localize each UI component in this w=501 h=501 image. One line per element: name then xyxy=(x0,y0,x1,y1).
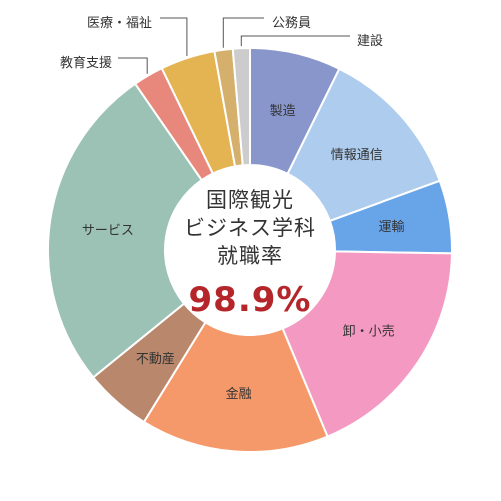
slices-layer xyxy=(47,46,453,453)
slice-label-6: サービス xyxy=(82,224,134,239)
slice-3 xyxy=(281,250,453,438)
leader-line-10 xyxy=(240,35,350,47)
slice-label-1: 情報通信 xyxy=(331,148,383,163)
slice-6 xyxy=(47,82,204,379)
slice-4 xyxy=(142,320,329,453)
center-title-line-2: ビジネス学科 xyxy=(184,216,316,240)
slice-label-3: 卸・小売 xyxy=(343,324,395,340)
employment-rate-value: 98.9% xyxy=(189,280,312,320)
slice-10 xyxy=(231,46,251,167)
slice-label-10: 建設 xyxy=(357,33,383,49)
slice-label-7: 教育支援 xyxy=(60,55,112,71)
leader-line-8 xyxy=(160,17,188,57)
slice-label-0: 製造 xyxy=(270,104,296,119)
slice-label-9: 公務員 xyxy=(272,16,311,31)
slice-label-8: 医療・福祉 xyxy=(87,16,152,31)
slice-label-5: 不動産 xyxy=(136,351,175,367)
center-text: 国際観光 ビジネス学科 就職率 98.9% xyxy=(184,188,316,320)
slice-1 xyxy=(286,67,442,223)
center-title-line-3: 就職率 xyxy=(217,244,283,268)
center-title-line-1: 国際観光 xyxy=(206,188,294,212)
slice-label-4: 金融 xyxy=(226,386,252,402)
slice-label-2: 運輸 xyxy=(379,220,405,235)
leader-line-9 xyxy=(222,17,264,48)
leader-line-7 xyxy=(118,57,148,74)
